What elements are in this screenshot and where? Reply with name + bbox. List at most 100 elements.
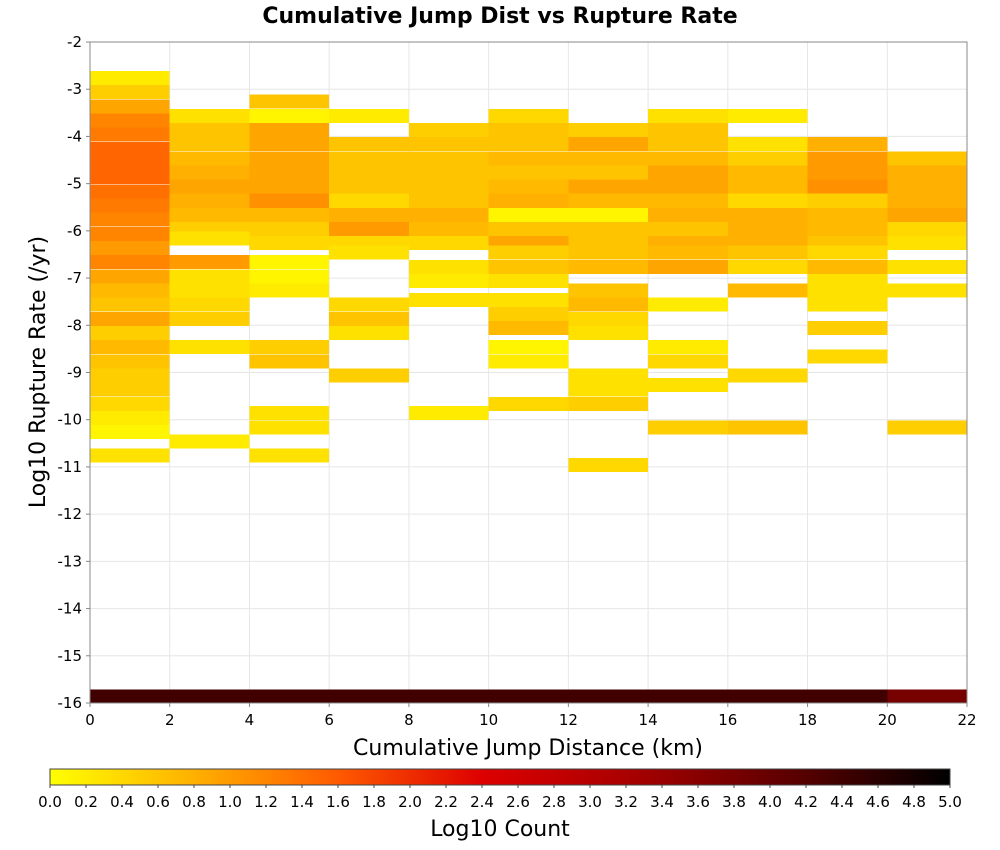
colorbar-tick-label: 4.8: [902, 793, 926, 811]
heatmap-cell: [568, 259, 649, 274]
heatmap-cell: [408, 406, 489, 421]
colorbar-tick-label: 3.4: [650, 793, 674, 811]
heatmap-cell: [887, 259, 967, 274]
heatmap-cells: [90, 70, 967, 704]
heatmap-cell: [488, 321, 569, 336]
heatmap-cell: [329, 151, 409, 166]
heatmap-cell: [249, 122, 330, 137]
heatmap-cell: [408, 137, 489, 152]
heatmap-cell: [568, 193, 649, 208]
heatmap-cell: [568, 311, 649, 326]
heatmap-cell: [169, 207, 250, 222]
y-tick-label: -4: [67, 127, 82, 145]
heatmap-cell: [329, 108, 409, 123]
heatmap-cell: [887, 222, 967, 237]
heatmap-cell: [648, 137, 728, 152]
x-tick-label: 10: [479, 711, 498, 729]
heatmap-cell: [488, 193, 569, 208]
x-tick-label: 20: [878, 711, 897, 729]
heatmap-cell: [169, 179, 250, 194]
heatmap-cell: [169, 165, 250, 180]
colorbar: [49, 768, 951, 786]
heatmap-cell: [329, 207, 409, 222]
heatmap-cell: [329, 193, 409, 208]
heatmap-cell: [249, 179, 330, 194]
colorbar-tick-label: 4.6: [866, 793, 890, 811]
heatmap-cell: [807, 245, 888, 260]
heatmap-cell: [727, 368, 808, 383]
heatmap-cell: [887, 689, 967, 704]
heatmap-cell: [648, 193, 728, 208]
heatmap-cell: [648, 340, 728, 355]
heatmap-cell: [169, 255, 250, 270]
heatmap-cell: [807, 283, 888, 298]
heatmap-cell: [169, 283, 250, 298]
heatmap-cell: [648, 222, 728, 237]
heatmap-cell: [568, 137, 649, 152]
heatmap-cell: [90, 354, 170, 369]
heatmap-cell: [648, 377, 728, 392]
heatmap-cell: [329, 297, 409, 312]
colorbar-tick-label: 4.4: [830, 793, 854, 811]
heatmap-cell: [568, 207, 649, 222]
heatmap-cell: [329, 137, 409, 152]
x-tick-label: 22: [957, 711, 976, 729]
y-tick-label: -14: [58, 600, 83, 618]
heatmap-cell: [90, 410, 170, 425]
heatmap-cell: [90, 382, 170, 397]
heatmap-cell: [727, 108, 808, 123]
heatmap-cell: [807, 165, 888, 180]
heatmap-cell: [727, 179, 808, 194]
heatmap-cell: [90, 99, 170, 114]
heatmap-cell: [90, 425, 170, 440]
y-tick-label: -16: [58, 694, 83, 712]
heatmap-cell: [329, 368, 409, 383]
heatmap-cell: [90, 689, 170, 704]
heatmap-cell: [90, 212, 170, 227]
heatmap-cell: [887, 165, 967, 180]
heatmap-cell: [488, 222, 569, 237]
colorbar-tick-label: 2.2: [434, 793, 458, 811]
heatmap-cell: [648, 179, 728, 194]
heatmap-cell: [169, 193, 250, 208]
heatmap-cell: [727, 689, 808, 704]
heatmap-cell: [90, 240, 170, 255]
heatmap-cell: [488, 354, 569, 369]
y-tick-label: -6: [67, 222, 82, 240]
heatmap-cell: [169, 231, 250, 246]
y-axis-ticks: -2 -3 -4 -5 -6 -7 -8 -9 -10 -11 -12 -13 -14 -15 -16: [58, 33, 90, 712]
heatmap-cell: [807, 207, 888, 222]
heatmap-cell: [408, 236, 489, 251]
heatmap-cell: [568, 382, 649, 397]
heatmap-cell: [648, 122, 728, 137]
heatmap-cell: [408, 151, 489, 166]
heatmap-cell: [568, 165, 649, 180]
heatmap-cell: [90, 170, 170, 185]
heatmap-cell: [249, 236, 330, 251]
heatmap-cell: [249, 420, 330, 435]
heatmap-cell: [887, 151, 967, 166]
heatmap-cell: [807, 259, 888, 274]
colorbar-tick-label: 3.0: [578, 793, 602, 811]
heatmap-cell: [727, 165, 808, 180]
x-tick-label: 12: [559, 711, 578, 729]
heatmap-cell: [90, 255, 170, 270]
colorbar-tick-label: 3.8: [722, 793, 746, 811]
x-tick-label: 4: [245, 711, 255, 729]
colorbar-tick-label: 0.0: [38, 793, 62, 811]
colorbar-tick-label: 4.2: [794, 793, 818, 811]
heatmap-cell: [169, 311, 250, 326]
heatmap-cell: [648, 165, 728, 180]
heatmap-cell: [249, 448, 330, 463]
colorbar-tick-label: 0.6: [146, 793, 170, 811]
heatmap-cell: [329, 311, 409, 326]
y-tick-label: -12: [58, 505, 83, 523]
heatmap-cell: [408, 179, 489, 194]
heatmap-cell: [249, 269, 330, 284]
y-tick-label: -2: [67, 33, 82, 51]
heatmap-cell: [90, 396, 170, 411]
heatmap-cell: [727, 222, 808, 237]
heatmap-cell: [488, 340, 569, 355]
heatmap-cell: [648, 689, 728, 704]
